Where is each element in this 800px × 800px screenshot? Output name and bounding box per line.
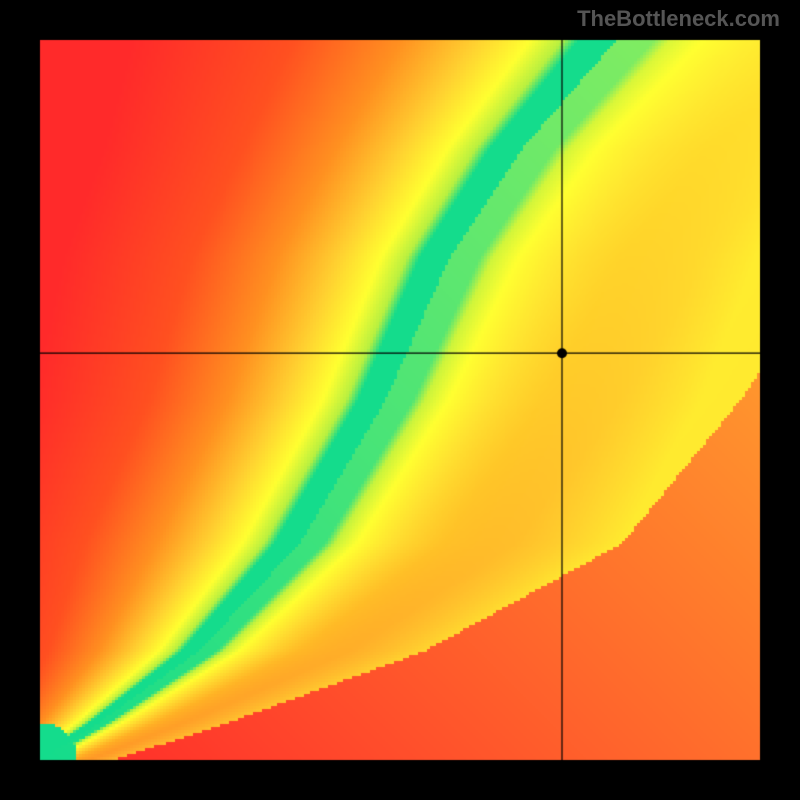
bottleneck-heatmap	[0, 0, 800, 800]
chart-container: { "meta": { "watermark_text": "TheBottle…	[0, 0, 800, 800]
watermark-text: TheBottleneck.com	[577, 6, 780, 32]
